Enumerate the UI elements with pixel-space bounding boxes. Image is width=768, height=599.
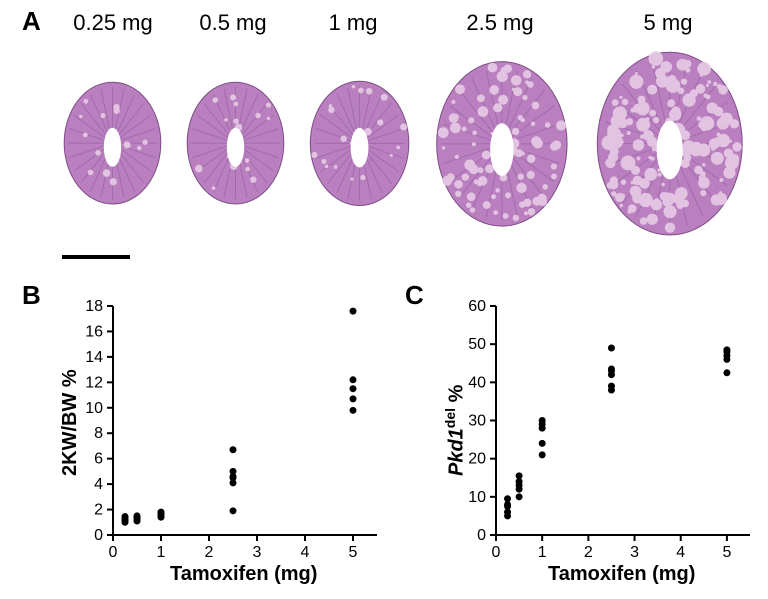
svg-text:30: 30 (468, 413, 486, 430)
svg-text:3: 3 (630, 544, 639, 561)
dose-label-2: 1 mg (298, 10, 408, 36)
panel-c-label: C (405, 280, 424, 311)
svg-text:4: 4 (301, 544, 310, 561)
svg-text:0: 0 (94, 527, 103, 544)
svg-text:4: 4 (676, 544, 685, 561)
svg-text:0: 0 (109, 544, 118, 561)
svg-text:0: 0 (492, 544, 501, 561)
kidney-section-4 (591, 46, 749, 238)
kidney-section-1 (183, 78, 288, 206)
svg-text:1: 1 (538, 544, 547, 561)
svg-text:1: 1 (157, 544, 166, 561)
svg-text:40: 40 (468, 374, 486, 391)
svg-text:18: 18 (85, 300, 103, 315)
svg-text:14: 14 (85, 349, 103, 366)
svg-text:10: 10 (468, 489, 486, 506)
svg-text:2: 2 (205, 544, 214, 561)
svg-text:5: 5 (349, 544, 358, 561)
svg-text:2: 2 (94, 502, 103, 519)
svg-text:10: 10 (85, 400, 103, 417)
y-axis-label: Pkd1del % (442, 384, 469, 475)
svg-text:4: 4 (94, 476, 103, 493)
y-axis-label: 2KW/BW % (59, 369, 82, 476)
dose-label-1: 0.5 mg (178, 10, 288, 36)
svg-text:8: 8 (94, 425, 103, 442)
kidney-section-3 (431, 56, 573, 229)
dose-label-4: 5 mg (598, 10, 738, 36)
chart-b: 024681012141618012345Tamoxifen (mg)2KW/B… (55, 300, 385, 590)
svg-text:2: 2 (584, 544, 593, 561)
svg-text:6: 6 (94, 451, 103, 468)
svg-text:5: 5 (722, 544, 731, 561)
svg-text:16: 16 (85, 323, 103, 340)
panel-b-label: B (22, 280, 41, 311)
svg-text:0: 0 (477, 527, 486, 544)
svg-text:3: 3 (253, 544, 262, 561)
dose-label-3: 2.5 mg (430, 10, 570, 36)
figure-root: A 0.25 mg 0.5 mg 1 mg 2.5 mg 5 mg B 0 2 4 6… (0, 0, 768, 599)
x-axis-label: Tamoxifen (mg) (170, 563, 317, 586)
panel-a-label: A (22, 6, 41, 37)
kidney-section-0 (60, 78, 165, 206)
chart-c: 0 10 20 30 40 50 60 0 1 2 3 4 5 Tamoxifen (mg) Pkd1del… (438, 300, 758, 590)
svg-text:50: 50 (468, 336, 486, 353)
scale-bar (62, 255, 130, 259)
dose-label-0: 0.25 mg (58, 10, 168, 36)
x-axis-label: Tamoxifen (mg) (548, 563, 695, 586)
svg-text:60: 60 (468, 300, 486, 315)
histology-row (60, 40, 740, 245)
kidney-section-2 (306, 77, 413, 208)
svg-text:12: 12 (85, 374, 103, 391)
svg-text:20: 20 (468, 451, 486, 468)
